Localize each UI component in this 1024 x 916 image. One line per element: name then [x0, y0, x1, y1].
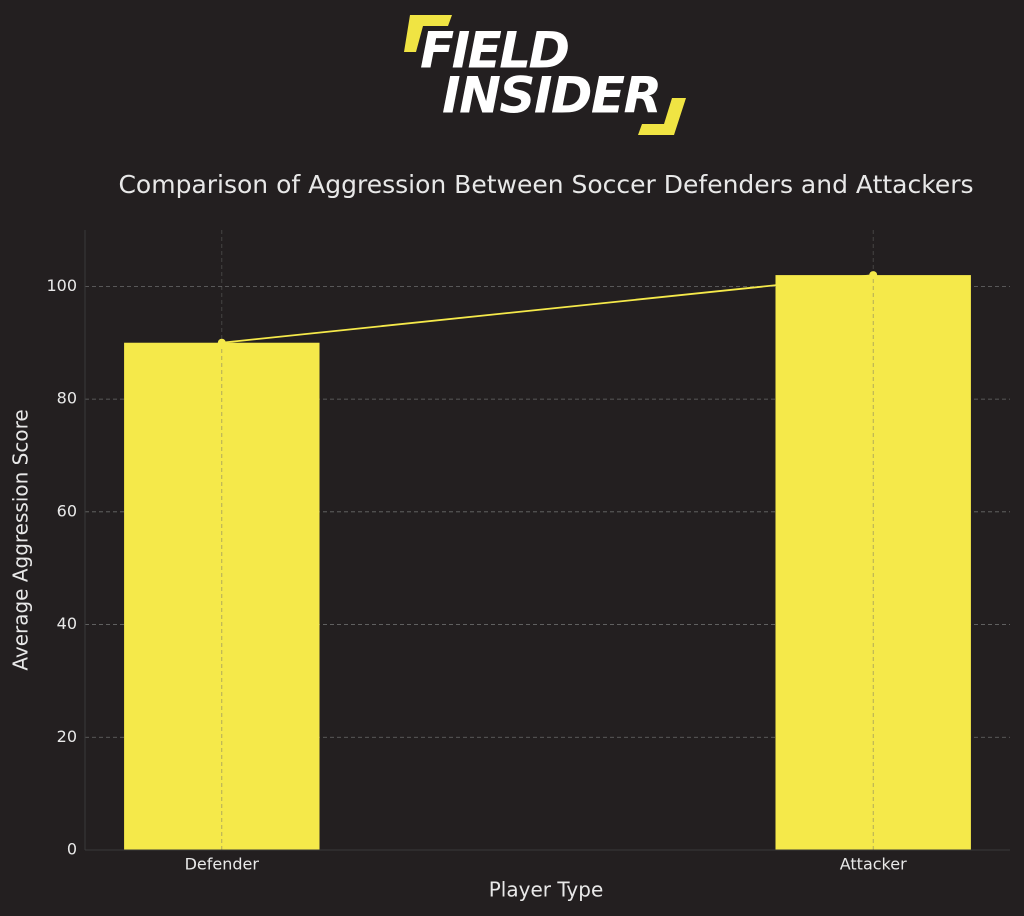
logo-text: FIELD: [420, 22, 570, 80]
line: [221, 274, 874, 344]
line-point: [217, 338, 226, 347]
y-tick-label: 20: [57, 727, 77, 746]
y-tick-label: 100: [46, 276, 77, 295]
logo-text: INSIDER: [442, 67, 662, 125]
x-tick-label: Attacker: [840, 855, 907, 874]
y-tick-label: 80: [57, 389, 77, 408]
logo: FIELD INSIDER: [404, 15, 686, 135]
logo-bracket: [404, 15, 452, 52]
y-tick-label: 0: [67, 840, 77, 859]
x-axis-label: Player Type: [489, 878, 604, 902]
logo-bracket: [638, 98, 686, 135]
y-tick-label: 40: [57, 614, 77, 633]
chart-title: Comparison of Aggression Between Soccer …: [118, 170, 973, 199]
y-axis-label: Average Aggression Score: [9, 409, 33, 670]
x-tick-label: Defender: [185, 855, 260, 874]
y-tick-label: 60: [57, 501, 77, 520]
line-point: [869, 271, 878, 280]
